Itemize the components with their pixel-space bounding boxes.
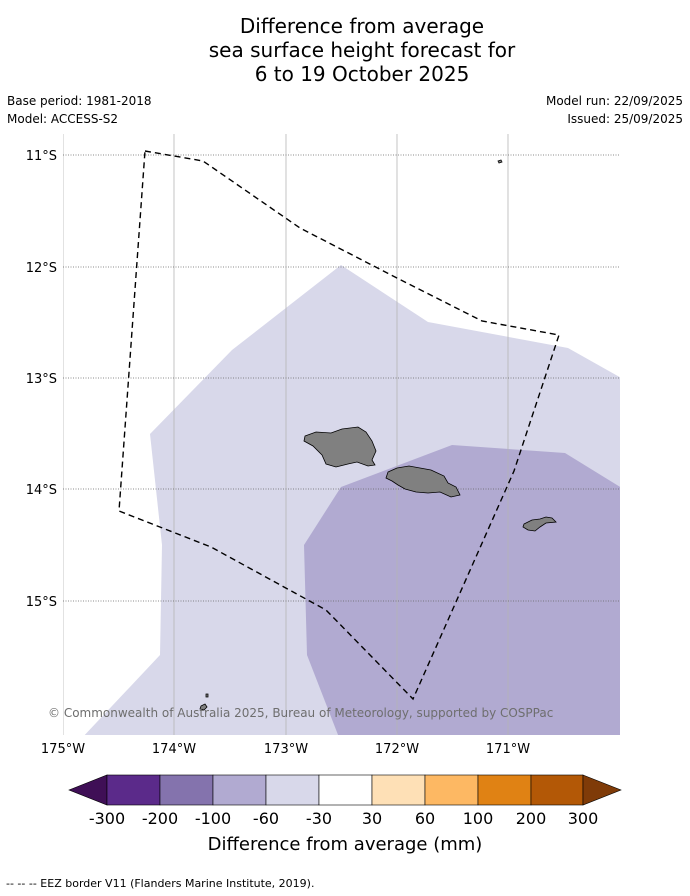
colorbar-bin [265,774,320,806]
lon-label-173w: 173°W [264,742,308,757]
islet-southwest-2 [205,693,209,698]
colorbar-bin [318,774,373,806]
model-run-label: Model run: 22/09/2025 [545,94,683,108]
lon-label-174w: 174°W [152,742,196,757]
colorbar-tick-labels: -300 -200 -100 -60 -30 30 60 100 200 300 [89,809,598,828]
lat-label-12s: 12°S [26,261,57,276]
colorbar-tick-label: 30 [362,809,382,828]
lat-label-15s: 15°S [26,595,57,610]
colorbar-bin [477,774,532,806]
colorbar-title: Difference from average (mm) [208,834,483,855]
colorbar-tick-label: 100 [463,809,494,828]
colorbar-tick-label: -200 [142,809,178,828]
land-masses [199,159,557,711]
copyright-credit: © Commonwealth of Australia 2025, Bureau… [48,706,554,720]
island-tutuila [522,516,557,532]
island-upolu [385,465,461,498]
colorbar-high-extend [582,774,622,806]
colorbar-bin [212,774,267,806]
colorbar-bin [106,774,161,806]
lat-label-11s: 11°S [26,149,57,164]
colorbar-tick-label: -300 [89,809,125,828]
lon-label-172w: 172°W [375,742,419,757]
longitude-labels: 175°W 174°W 173°W 172°W 171°W [41,742,530,757]
colorbar-bin [424,774,479,806]
issued-label: Issued: 25/09/2025 [567,112,683,126]
colorbar-bin [371,774,426,806]
forecast-map: 11°S 12°S 13°S 14°S 15°S 175°W 174°W 173… [26,134,622,855]
colorbar-tick-label: 60 [415,809,435,828]
latitude-gridlines [63,154,620,602]
colorbar-tick-label: -30 [306,809,332,828]
colorbar-tick-label: 200 [516,809,547,828]
islet-north [497,159,503,164]
colorbar-bin [159,774,214,806]
colorbar-low-extend [68,774,108,806]
lat-label-14s: 14°S [26,483,57,498]
eez-border [118,150,560,701]
lon-label-175w: 175°W [41,742,85,757]
colorbar-tick-label: -60 [253,809,279,828]
island-savaii [303,426,377,468]
colorbar [68,774,622,806]
title-line-1: Difference from average [239,14,485,38]
islet-southwest [199,703,208,711]
longitude-gridlines [63,134,509,735]
anomaly-region-medium [304,445,620,735]
latitude-labels: 11°S 12°S 13°S 14°S 15°S [26,149,57,610]
model-label: Model: ACCESS-S2 [7,112,119,126]
lon-label-171w: 171°W [486,742,530,757]
base-period-label: Base period: 1981-2018 [7,94,152,108]
colorbar-tick-label: -100 [195,809,231,828]
eez-footnote: -- -- -- EEZ border V11 (Flanders Marine… [6,877,315,890]
lat-label-13s: 13°S [26,372,57,387]
colorbar-tick-label: 300 [568,809,599,828]
title-line-3: 6 to 19 October 2025 [254,62,470,86]
chart-title: Difference from average sea surface heig… [0,14,690,86]
colorbar-bin [530,774,584,806]
map-area [63,134,620,735]
title-line-2: sea surface height forecast for [208,38,516,62]
